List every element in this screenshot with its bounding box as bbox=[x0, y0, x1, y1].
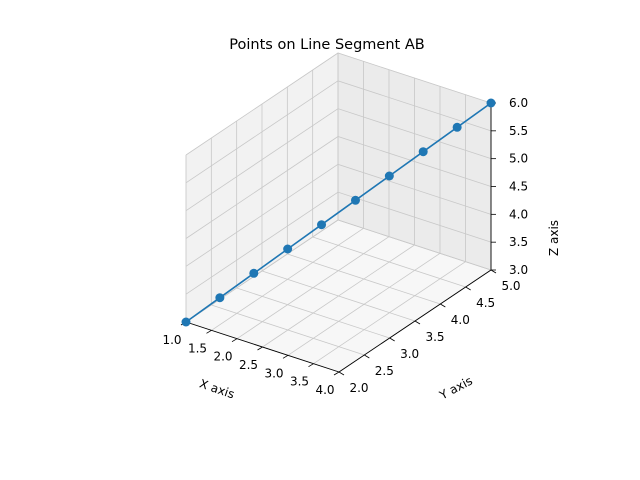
y-tick-label: 3.0 bbox=[400, 347, 419, 361]
x-tick-label: 1.5 bbox=[188, 341, 207, 355]
x-tick-mark bbox=[333, 371, 340, 376]
y-tick-label: 2.0 bbox=[349, 381, 368, 395]
x-tick-label: 2.5 bbox=[239, 358, 258, 372]
x-tick-label: 3.5 bbox=[290, 375, 309, 389]
y-axis-line bbox=[338, 269, 492, 373]
z-tick-label: 3.0 bbox=[509, 263, 528, 277]
data-point bbox=[452, 122, 462, 132]
y-tick-mark bbox=[465, 286, 471, 291]
grid-line-z bbox=[185, 52, 492, 156]
y-tick-mark bbox=[338, 371, 345, 376]
series-line bbox=[185, 102, 492, 323]
tick-labels: 1.0 1.5 2.0 2.5 3.0 3.5 4.0 2.0 2.5 3.0 3.5 4.0 4.5 5… bbox=[162, 96, 528, 397]
z-tick-label: 6.0 bbox=[509, 96, 528, 110]
grid-line-z bbox=[185, 191, 492, 295]
z-tick-label: 5.5 bbox=[509, 124, 528, 138]
x-tick-label: 4.0 bbox=[315, 383, 334, 397]
y-tick-mark bbox=[364, 354, 370, 359]
x-tick-mark bbox=[282, 354, 289, 359]
y-tick-label: 3.5 bbox=[425, 330, 444, 344]
x-tick-label: 3.0 bbox=[264, 366, 283, 380]
data-point bbox=[283, 244, 293, 254]
y-tick-label: 4.0 bbox=[451, 313, 470, 327]
grid-line-z bbox=[185, 219, 492, 323]
chart-title: Points on Line Segment AB bbox=[229, 37, 424, 53]
x-tick-mark bbox=[206, 329, 212, 334]
grid-line-z bbox=[185, 80, 492, 184]
y-axis-label: Y axis bbox=[436, 374, 475, 403]
x-tick-label: 1.0 bbox=[162, 333, 181, 347]
y-tick-mark bbox=[490, 269, 497, 274]
y-tick-mark bbox=[414, 320, 421, 325]
x-tick-mark bbox=[308, 363, 314, 368]
grid-line-z bbox=[185, 136, 492, 239]
y-tick-mark bbox=[389, 337, 395, 342]
x-axis-label: X axis bbox=[198, 377, 237, 402]
x-tick-mark bbox=[231, 338, 238, 343]
grid-line-z bbox=[185, 163, 492, 267]
data-point bbox=[486, 98, 496, 108]
data-point bbox=[384, 171, 394, 181]
z-tick-label: 4.5 bbox=[509, 180, 528, 194]
data-point bbox=[317, 220, 327, 230]
y-tick-mark bbox=[440, 303, 446, 308]
z-axis-label: Z axis bbox=[547, 220, 561, 256]
data-point bbox=[181, 317, 191, 327]
y-tick-label: 5.0 bbox=[501, 279, 520, 293]
x-tick-label: 2.0 bbox=[213, 350, 232, 364]
y-tick-label: 4.5 bbox=[476, 296, 495, 310]
z-tick-label: 5.0 bbox=[509, 152, 528, 166]
plot-area bbox=[181, 98, 496, 327]
x-axis-line bbox=[185, 321, 340, 373]
data-point bbox=[350, 195, 360, 205]
y-tick-label: 2.5 bbox=[375, 364, 394, 378]
axis-lines bbox=[180, 102, 497, 376]
z-tick-label: 4.0 bbox=[509, 207, 528, 221]
data-point bbox=[249, 268, 259, 278]
data-point bbox=[215, 293, 225, 303]
data-point bbox=[418, 147, 428, 157]
z-tick-label: 3.5 bbox=[509, 235, 528, 249]
grid-line-z bbox=[185, 108, 492, 211]
x-tick-mark bbox=[257, 346, 263, 351]
